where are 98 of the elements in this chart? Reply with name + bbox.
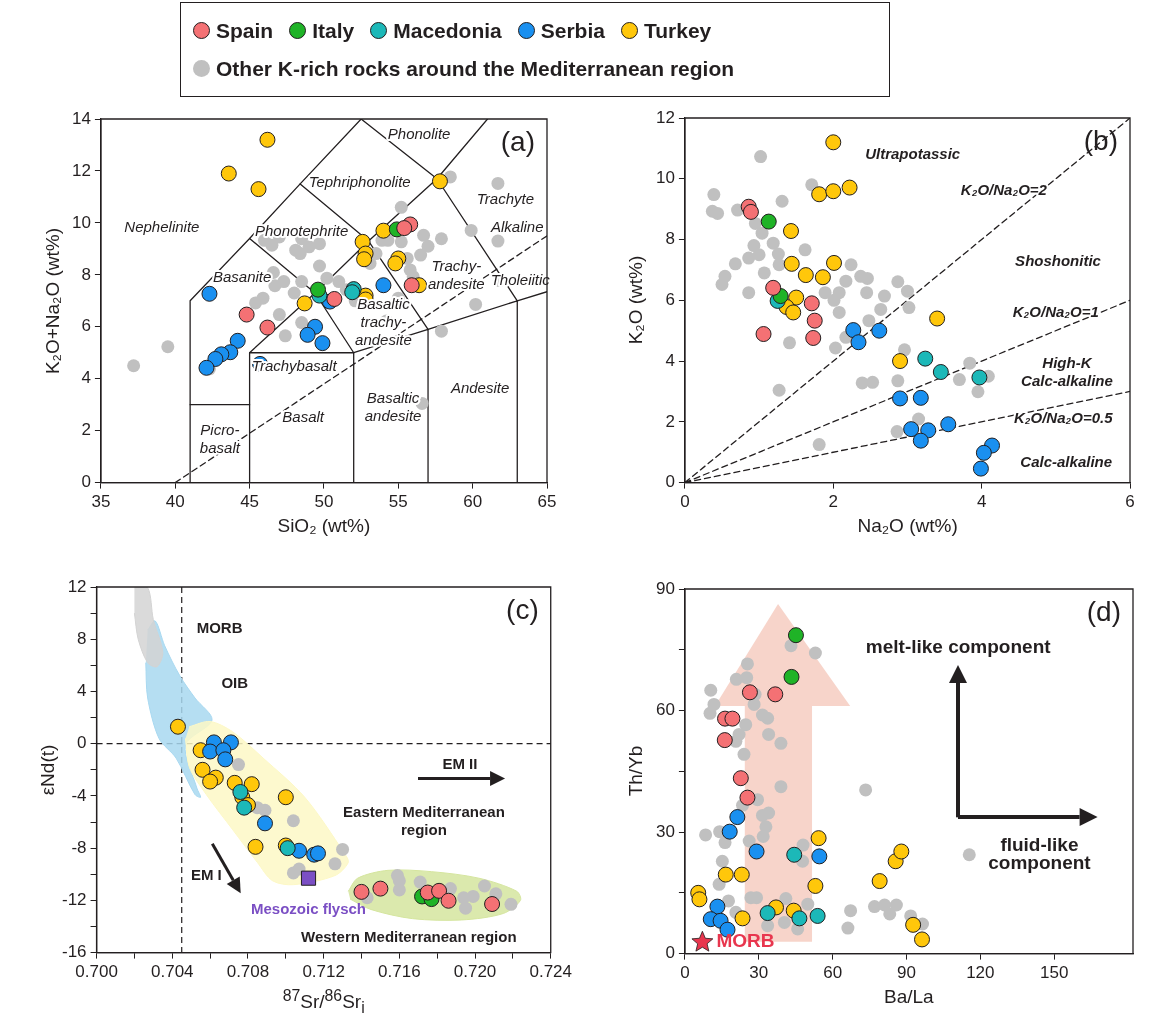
y-axis-title: Th/Yb (625, 745, 648, 797)
chart-title: (c) (506, 593, 539, 625)
x-tick-label: 0.720 (453, 962, 497, 982)
y-tick-label: 4 (81, 368, 91, 388)
annotation: Eastern Mediterranean region (343, 803, 505, 839)
annotation: Picro- basalt (199, 420, 241, 456)
x-axis-title: SiO₂ (wt%) (277, 514, 371, 537)
y-tick-label: 2 (81, 420, 91, 440)
annotation: Basanite (212, 267, 272, 285)
annotation: Shoshonitic (1015, 251, 1102, 269)
y-tick-label: 0 (77, 733, 87, 753)
y-tick-label: 30 (655, 821, 675, 841)
legend-label: Italy (312, 18, 355, 43)
x-tick-label: 4 (976, 492, 987, 512)
y-tick-label: 60 (655, 700, 675, 720)
x-tick-label: 50 (314, 492, 334, 512)
x-tick-label: 150 (1040, 963, 1069, 983)
annotation: Nephelinite (124, 217, 200, 235)
y-tick-label: 8 (665, 229, 675, 249)
x-tick-label: 0.716 (378, 962, 421, 982)
x-tick-label: 65 (537, 492, 557, 512)
x-tick-label: 45 (240, 492, 260, 512)
legend-label: Turkey (643, 18, 712, 43)
y-tick-label: 10 (655, 168, 675, 188)
annotation: Andesite (449, 379, 510, 397)
y-tick-label: 12 (655, 107, 675, 127)
annotation: Calc-alkaline (1020, 452, 1113, 470)
y-tick-label: 0 (81, 472, 91, 492)
x-tick-label: 60 (823, 963, 843, 983)
y-tick-label: 12 (71, 160, 91, 180)
legend-label: Serbia (540, 18, 605, 43)
x-tick-label: 30 (749, 963, 769, 983)
legend-label: Other K-rich rocks around the Mediterranean region (216, 56, 735, 81)
annotation: Tephriphonolite (308, 172, 411, 190)
x-tick-label: 120 (966, 963, 995, 983)
series-label: MORB (716, 930, 775, 952)
x-axis-title: $^{87}$Sr/$^{86}$Sr$_{i}$ (282, 985, 365, 1018)
x-tick-label: 60 (463, 492, 483, 512)
annotation: K₂O/Na₂O=0.5 (1013, 408, 1114, 426)
chart-title: (a) (500, 125, 535, 157)
y-tick-label: -16 (61, 942, 87, 962)
x-tick-label: 0 (680, 963, 690, 983)
x-tick-label: 35 (91, 492, 111, 512)
legend-label: Spain (216, 18, 274, 43)
x-tick-label: 2 (828, 492, 839, 512)
x-tick-label: 0 (680, 492, 690, 512)
y-tick-label: 12 (67, 576, 87, 596)
y-tick-label: -4 (71, 785, 87, 805)
annotation: K₂O/Na₂O=1 (1012, 302, 1099, 320)
chart-title: (b) (1083, 124, 1118, 156)
y-tick-label: 10 (71, 212, 91, 232)
y-tick-label: 6 (81, 316, 91, 336)
y-tick-label: 0 (665, 472, 675, 492)
annotation: OIB (221, 673, 249, 691)
annotation: melt-like component (865, 635, 1052, 657)
series-label: Mesozoic flysch (250, 900, 367, 918)
y-tick-label: 4 (665, 350, 675, 370)
x-tick-label: 0.700 (75, 962, 118, 982)
x-tick-label: 0.708 (226, 962, 270, 982)
x-tick-label: 40 (165, 492, 185, 512)
annotation: Basaltic andesite (364, 389, 422, 425)
annotation: EM II (442, 754, 478, 772)
annotation: Basalt (282, 407, 325, 425)
y-tick-label: 8 (81, 264, 91, 284)
y-tick-label: 14 (71, 108, 91, 128)
y-axis-title: εNd(t) (37, 744, 60, 796)
y-tick-label: 2 (665, 411, 675, 431)
y-tick-label: -8 (71, 837, 87, 857)
x-tick-label: 6 (1125, 492, 1135, 512)
y-axis-title: K₂O+Na₂O (wt%) (42, 227, 64, 374)
legend-label: Macedonia (393, 18, 502, 43)
annotation: Phonotephrite (254, 222, 349, 240)
x-tick-label: 90 (897, 963, 916, 983)
annotation: High-K Calc-alkaline (1021, 353, 1113, 389)
x-tick-label: 0.704 (150, 962, 194, 982)
x-tick-label: 0.724 (529, 962, 572, 982)
annotation: Trachyte (476, 189, 534, 207)
annotation: MORB (196, 618, 243, 636)
y-tick-label: 0 (665, 943, 675, 963)
x-axis-title: Na₂O (wt%) (857, 514, 958, 537)
annotation: Trachy- andesite (427, 257, 485, 293)
x-tick-label: 0.712 (302, 962, 345, 982)
annotation: Alkaline (489, 218, 544, 236)
y-axis-title: K₂O (wt%) (625, 255, 648, 345)
annotation: K₂O/Na₂O=2 (960, 181, 1048, 199)
chart-title: (d) (1086, 595, 1121, 627)
y-tick-label: 6 (665, 289, 675, 309)
annotation: fluid-like component (988, 833, 1092, 873)
annotation: Ultrapotassic (865, 144, 961, 162)
x-tick-label: 55 (388, 492, 408, 512)
y-tick-label: 90 (655, 578, 675, 598)
annotation: EM I (190, 865, 222, 883)
annotation: Western Mediterranean region (300, 928, 517, 946)
y-tick-label: 4 (77, 681, 87, 701)
x-axis-title: Ba/La (883, 985, 934, 1008)
annotation: Phonolite (387, 124, 451, 142)
y-tick-label: 8 (77, 628, 87, 648)
y-tick-label: -12 (61, 890, 87, 910)
